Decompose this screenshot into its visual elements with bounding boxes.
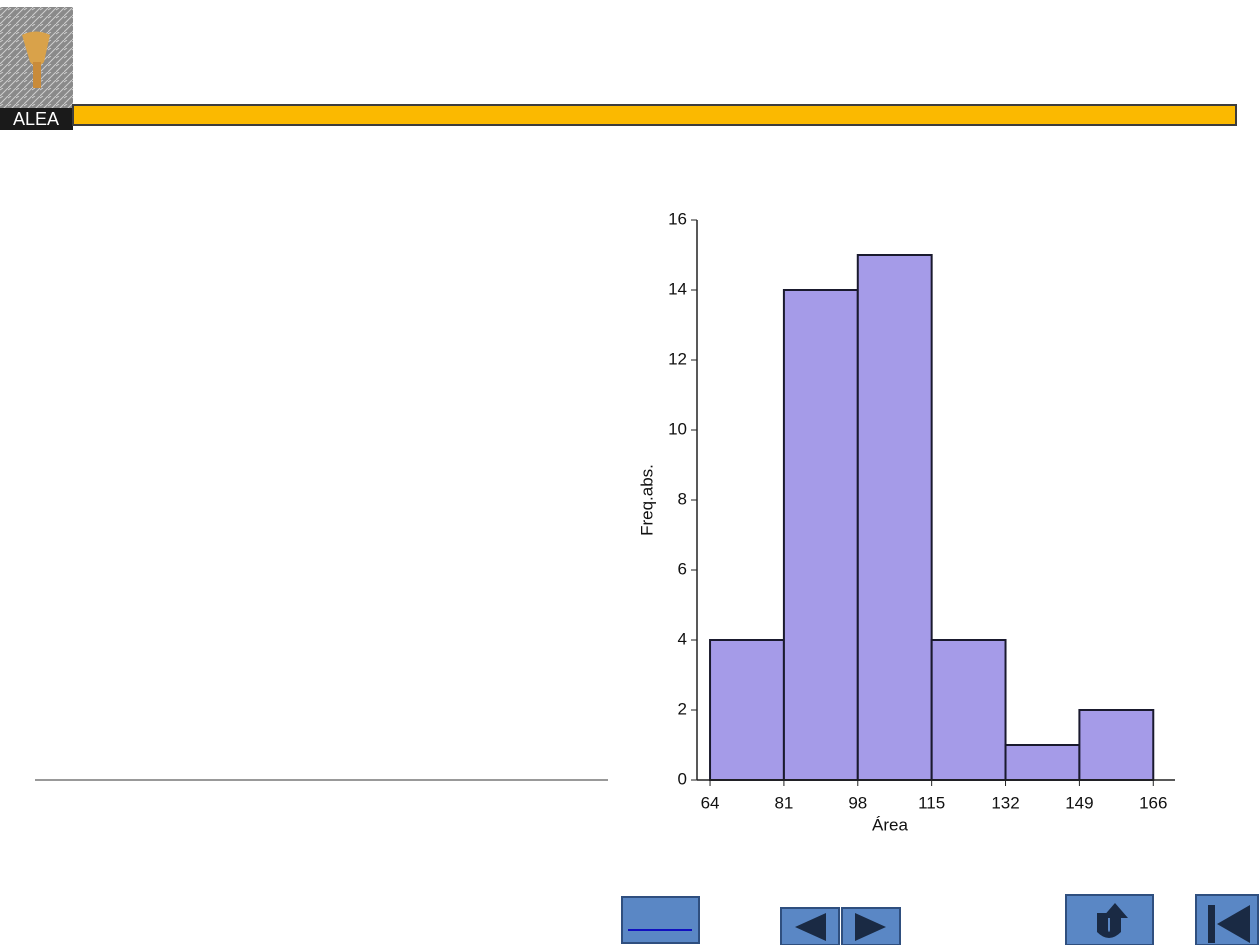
bar	[1004, 744, 1081, 781]
link-button[interactable]	[621, 896, 700, 944]
logo: ALEA	[0, 7, 73, 130]
bar	[709, 639, 785, 781]
y-tick-label: 16	[668, 209, 687, 228]
chart: 0 2 4 6 8 10 12 14 16 64 81 98 115 132 149 166 Área Freq.…	[637, 209, 1175, 834]
y-tick-label: 14	[668, 279, 687, 298]
bar	[856, 254, 933, 781]
logo-text: ALEA	[13, 109, 59, 129]
y-tick-label: 10	[668, 419, 687, 438]
x-tick-label: 132	[991, 793, 1019, 812]
y-tick-label: 0	[678, 769, 687, 788]
y-tick-label: 2	[678, 699, 687, 718]
y-axis-label: Freq.abs.	[637, 464, 656, 536]
x-tick-label: 166	[1139, 793, 1167, 812]
y-tick-label: 8	[678, 489, 687, 508]
y-tick-label: 12	[668, 349, 687, 368]
y-tick-label: 6	[678, 559, 687, 578]
x-tick-label: 64	[701, 793, 720, 812]
logo-stem	[33, 62, 41, 88]
header-bar	[72, 104, 1237, 126]
first-icon	[1217, 905, 1250, 943]
x-tick-label: 115	[918, 793, 945, 812]
navigation	[621, 894, 1259, 945]
bar	[1078, 709, 1155, 781]
logo-band	[0, 108, 73, 130]
bar	[782, 289, 859, 781]
next-icon	[855, 913, 886, 941]
x-tick-label: 149	[1065, 793, 1093, 812]
first-icon-bar	[1208, 905, 1215, 943]
prev-button[interactable]	[780, 907, 840, 945]
return-icon	[1097, 903, 1128, 938]
y-tick-label: 4	[678, 629, 687, 648]
bar	[930, 639, 1007, 781]
logo-cup	[22, 31, 50, 66]
x-axis-label: Área	[872, 815, 908, 834]
x-tick-label: 98	[848, 793, 867, 812]
prev-icon	[795, 913, 826, 941]
x-tick-label: 81	[774, 793, 793, 812]
